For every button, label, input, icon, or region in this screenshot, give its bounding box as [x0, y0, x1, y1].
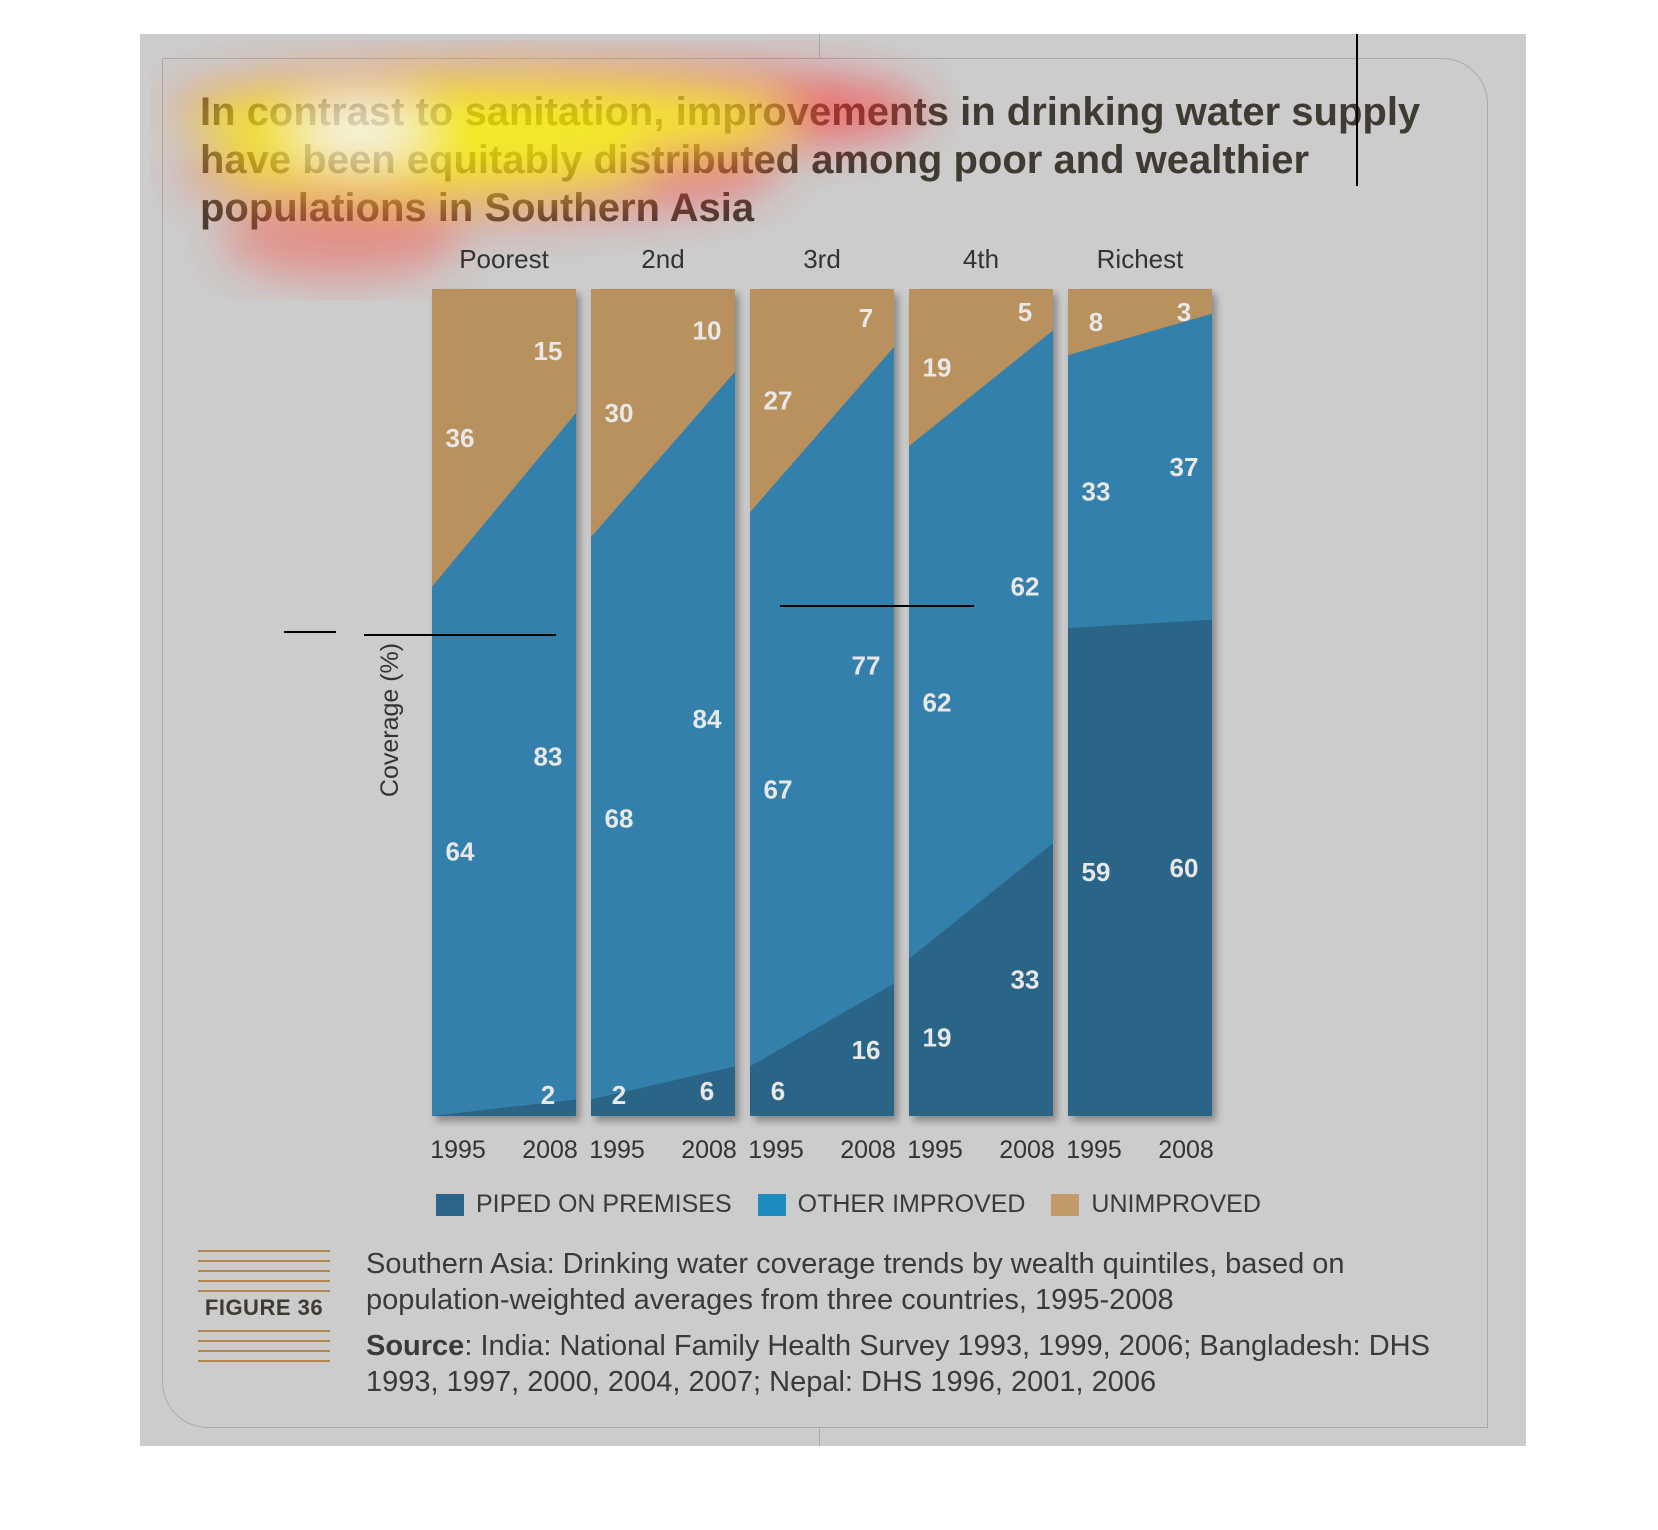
area-piped [750, 983, 894, 1116]
annotation-line [364, 634, 556, 636]
value-label-unimproved: 30 [605, 398, 634, 428]
quintile-label: 3rd [803, 244, 841, 274]
area-piped [591, 1066, 735, 1116]
value-label-unimproved: 5 [1018, 297, 1032, 327]
value-label-piped: 2 [541, 1080, 555, 1110]
value-label-unimproved: 3 [1177, 297, 1191, 327]
legend-item-unimproved: UNIMPROVED [1051, 1190, 1261, 1219]
value-label-other-improved: 64 [446, 836, 475, 866]
legend-item-other-improved: OTHER IMPROVED [757, 1190, 1026, 1219]
value-label-piped: 60 [1170, 853, 1199, 883]
figure-caption: Southern Asia: Drinking water coverage t… [366, 1248, 1345, 1316]
value-label-other-improved: 67 [764, 774, 793, 804]
figure-number: FIGURE 36 [198, 1295, 330, 1321]
value-label-other-improved: 68 [605, 803, 634, 833]
year-label: 1995 [907, 1136, 963, 1164]
legend-swatch-unimproved [1051, 1193, 1080, 1216]
value-label-unimproved: 7 [859, 303, 873, 333]
panel-2nd [591, 289, 735, 1116]
source-label: Source [366, 1330, 465, 1362]
value-label-other-improved: 77 [852, 650, 881, 680]
value-label-other-improved: 84 [693, 704, 722, 734]
year-label: 2008 [1158, 1136, 1214, 1164]
quintile-label: Poorest [459, 244, 549, 274]
value-label-other-improved: 37 [1170, 452, 1199, 482]
area-other-improved [750, 346, 894, 1116]
figure-frame [162, 58, 1488, 1428]
panel-3rd [750, 289, 894, 1116]
value-label-other-improved: 62 [923, 688, 952, 718]
panel-4th [909, 289, 1053, 1117]
value-label-piped: 59 [1082, 857, 1111, 887]
legend-item-piped: PIPED ON PREMISES [436, 1190, 732, 1219]
value-label-piped: 6 [771, 1076, 785, 1106]
value-label-other-improved: 83 [534, 741, 563, 771]
value-label-unimproved: 15 [534, 336, 563, 366]
value-label-other-improved: 33 [1082, 477, 1111, 507]
crop-guide-bottom [819, 1428, 820, 1446]
value-label-piped: 6 [700, 1076, 714, 1106]
area-other-improved [591, 371, 735, 1116]
year-label: 2008 [522, 1136, 578, 1164]
annotation-line [1356, 34, 1358, 186]
figure-label-block: FIGURE 36 [198, 1248, 330, 1366]
year-label: 2008 [840, 1136, 896, 1164]
area-piped [909, 843, 1053, 1116]
value-label-other-improved: 62 [1011, 572, 1040, 602]
legend-label-other-improved: OTHER IMPROVED [797, 1190, 1026, 1218]
chart-panels [432, 289, 1212, 1117]
quintile-label: 2nd [641, 244, 684, 274]
figure-source: Source: India: National Family Health Su… [366, 1328, 1466, 1400]
year-label: 1995 [748, 1136, 804, 1164]
value-label-piped: 33 [1011, 965, 1040, 995]
year-label: 1995 [430, 1136, 486, 1164]
year-label: 2008 [999, 1136, 1055, 1164]
value-label-unimproved: 27 [764, 386, 793, 416]
year-label: 1995 [1066, 1136, 1122, 1164]
annotation-line [284, 631, 336, 633]
chart-legend: PIPED ON PREMISES OTHER IMPROVED UNIMPRO… [436, 1190, 1287, 1219]
annotation-line [780, 605, 974, 607]
y-axis-label: Coverage (%) [376, 643, 404, 797]
panel-richest [1068, 289, 1212, 1116]
value-label-unimproved: 19 [923, 353, 952, 383]
quintile-label: Richest [1097, 244, 1184, 274]
legend-label-piped: PIPED ON PREMISES [476, 1190, 732, 1218]
value-label-piped: 16 [852, 1035, 881, 1065]
area-piped [1068, 619, 1212, 1116]
area-other-improved [432, 413, 576, 1116]
crop-guide-top [819, 34, 820, 58]
year-label: 2008 [681, 1136, 737, 1164]
value-label-unimproved: 10 [693, 315, 722, 345]
panel-poorest [432, 289, 576, 1116]
year-label: 1995 [589, 1136, 645, 1164]
legend-swatch-other-improved [757, 1193, 786, 1216]
quintile-label: 4th [963, 244, 999, 274]
value-label-unimproved: 36 [446, 423, 475, 453]
value-label-piped: 2 [612, 1080, 626, 1110]
legend-swatch-piped [436, 1193, 464, 1216]
area-piped [432, 1099, 576, 1116]
legend-label-unimproved: UNIMPROVED [1091, 1190, 1261, 1218]
value-label-unimproved: 8 [1089, 307, 1103, 337]
source-text: : India: National Family Health Survey 1… [366, 1330, 1430, 1398]
value-label-piped: 19 [923, 1022, 952, 1052]
